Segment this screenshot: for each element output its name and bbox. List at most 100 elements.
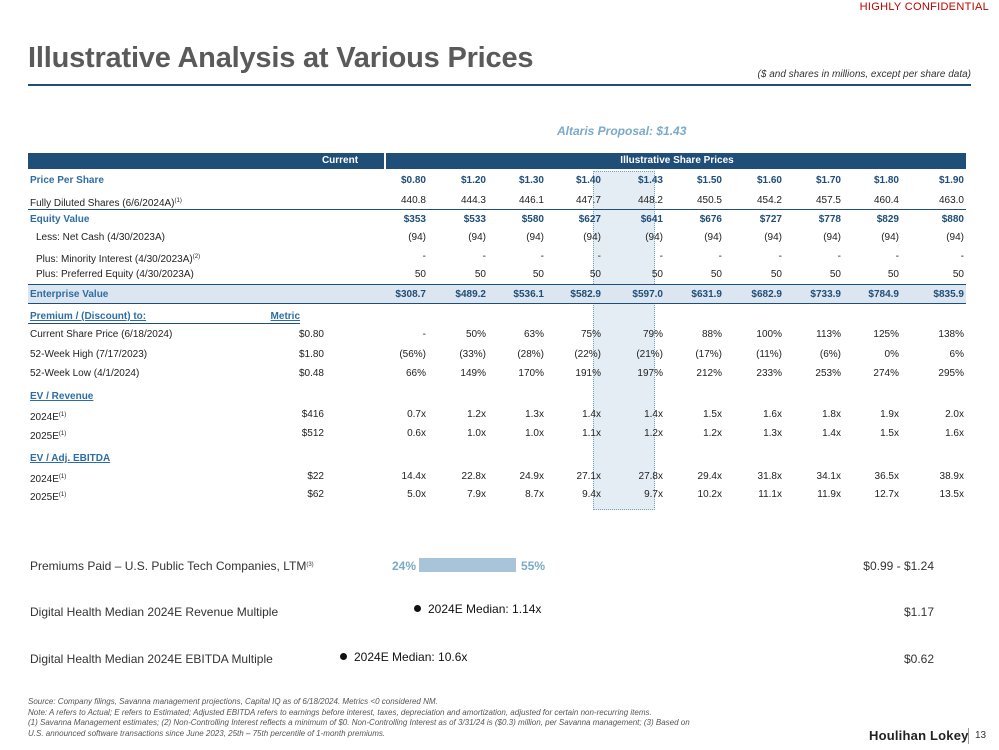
- value-cell: 212%: [696, 368, 722, 379]
- value-cell: $533: [463, 214, 486, 225]
- row-label: Equity Value: [30, 214, 90, 225]
- value-cell: 11.1x: [758, 489, 782, 500]
- row-label: 52-Week Low (4/1/2024): [30, 368, 140, 379]
- row-premium-52w-high: 52-Week High (7/17/2023) $1.80 (56%) (33%…: [28, 345, 966, 365]
- value-cell: $835.9: [933, 289, 964, 300]
- ebitda-multiple-label: Digital Health Median 2024E EBITDA Multi…: [30, 652, 273, 666]
- value-cell: (94): [583, 232, 601, 243]
- row-metric: $1.80: [298, 349, 324, 360]
- value-cell: 233%: [756, 368, 782, 379]
- value-cell: 34.1x: [816, 471, 841, 482]
- section-premium-title: Premium / (Discount) to:: [30, 311, 147, 322]
- value-cell: 22.8x: [461, 471, 486, 482]
- value-cell: 66%: [405, 368, 426, 379]
- value-cell: 149%: [460, 368, 486, 379]
- value-cell: 113%: [816, 329, 841, 340]
- row-metric: $0.80: [298, 329, 324, 340]
- value-cell: 1.0x: [525, 428, 544, 439]
- value-cell: (33%): [459, 349, 486, 360]
- value-cell: 1.2x: [703, 428, 722, 439]
- premium-range-low: 24%: [392, 559, 417, 573]
- value-cell: 31.8x: [757, 471, 782, 482]
- value-cell: (11%): [756, 349, 782, 360]
- row-label: 2025E(1): [30, 431, 67, 442]
- value-cell: 50: [589, 269, 601, 280]
- row-label: Price Per Share: [30, 175, 104, 186]
- value-cell: 1.6x: [763, 409, 782, 420]
- value-cell: 63%: [523, 329, 544, 340]
- footnote-note: Note: A refers to Actual; E refers to Es…: [28, 707, 652, 717]
- value-cell: 11.9x: [817, 489, 841, 500]
- value-cell: 27.8x: [638, 471, 663, 482]
- value-cell: (22%): [574, 349, 601, 360]
- value-cell: 1.3x: [525, 409, 544, 420]
- footnote-numbered-cont: U.S. announced software transactions sin…: [28, 728, 386, 738]
- value-cell: (94): [526, 232, 544, 243]
- value-cell: 50: [532, 269, 544, 280]
- row-label: 52-Week High (7/17/2023): [30, 349, 148, 360]
- value-cell: (94): [764, 232, 782, 243]
- value-cell: $536.1: [513, 289, 544, 300]
- value-cell: 27.1x: [576, 471, 601, 482]
- value-cell: 6%: [949, 349, 964, 360]
- value-cell: 38.9x: [939, 471, 964, 482]
- footnote-source: Source: Company filings, Savanna managem…: [28, 697, 438, 706]
- row-premium-52w-low: 52-Week Low (4/1/2024) $0.48 66% 149% 170%…: [28, 364, 966, 384]
- ebitda-median-marker: 2024E Median: 10.6x: [340, 650, 467, 664]
- value-cell: 79%: [642, 329, 663, 340]
- row-label: 2025E(1): [30, 492, 67, 503]
- row-label: Current Share Price (6/18/2024): [30, 329, 173, 340]
- row-metric: $22: [307, 471, 324, 482]
- footnotes: Source: Company filings, Savanna managem…: [28, 697, 838, 739]
- value-cell: -: [482, 251, 486, 262]
- value-cell: 138%: [938, 329, 964, 340]
- value-cell: (28%): [517, 349, 544, 360]
- value-cell: $1.50: [696, 175, 722, 186]
- row-premium-current: Current Share Price (6/18/2024) $0.80 - 5…: [28, 325, 966, 345]
- value-cell: $1.30: [518, 175, 544, 186]
- value-cell: 12.7x: [874, 489, 899, 500]
- value-cell: 444.3: [460, 195, 486, 206]
- row-minority-interest: Plus: Minority Interest (4/30/2023A)(2) …: [28, 247, 966, 267]
- value-cell: (94): [946, 232, 964, 243]
- value-cell: 50: [770, 269, 782, 280]
- value-cell: $784.9: [868, 289, 899, 300]
- value-cell: $489.2: [455, 289, 486, 300]
- value-cell: -: [540, 251, 544, 262]
- value-cell: 1.9x: [880, 409, 899, 420]
- premiums-paid-label: Premiums Paid – U.S. Public Tech Compani…: [30, 559, 314, 573]
- value-cell: $778: [818, 214, 841, 225]
- row-label: 2024E(1): [30, 474, 67, 485]
- value-cell: 274%: [873, 368, 899, 379]
- value-cell: 457.5: [815, 195, 841, 206]
- value-cell: $880: [941, 214, 964, 225]
- value-cell: 1.8x: [822, 409, 841, 420]
- value-cell: 170%: [518, 368, 544, 379]
- value-cell: 2.0x: [945, 409, 964, 420]
- value-cell: -: [659, 251, 663, 262]
- value-cell: $0.80: [400, 175, 426, 186]
- value-cell: (21%): [636, 349, 663, 360]
- page-title: Illustrative Analysis at Various Prices: [28, 42, 534, 74]
- value-cell: 0%: [884, 349, 899, 360]
- footnote-numbered: (1) Savanna Management estimates; (2) No…: [28, 718, 690, 727]
- value-cell: $733.9: [810, 289, 841, 300]
- value-cell: (94): [881, 232, 899, 243]
- median-dot-icon: [340, 653, 347, 660]
- value-cell: -: [422, 251, 426, 262]
- ebitda-multiple-value: $0.62: [903, 652, 934, 666]
- value-cell: 295%: [938, 368, 964, 379]
- value-cell: 50: [829, 269, 841, 280]
- revenue-multiple-label: Digital Health Median 2024E Revenue Mult…: [30, 605, 279, 619]
- value-cell: (56%): [399, 349, 426, 360]
- value-cell: (6%): [819, 349, 841, 360]
- value-cell: 446.1: [518, 195, 544, 206]
- value-cell: $627: [578, 214, 601, 225]
- value-cell: -: [960, 251, 964, 262]
- value-cell: $1.80: [873, 175, 899, 186]
- value-cell: (94): [704, 232, 722, 243]
- value-cell: 0.6x: [407, 428, 426, 439]
- value-cell: 1.5x: [703, 409, 722, 420]
- row-ev-revenue-2025: 2025E(1) $512 0.6x 1.0x 1.0x 1.1x 1.2x 1.2x 1.…: [28, 424, 966, 444]
- row-label: Less: Net Cash (4/30/2023A): [36, 232, 165, 243]
